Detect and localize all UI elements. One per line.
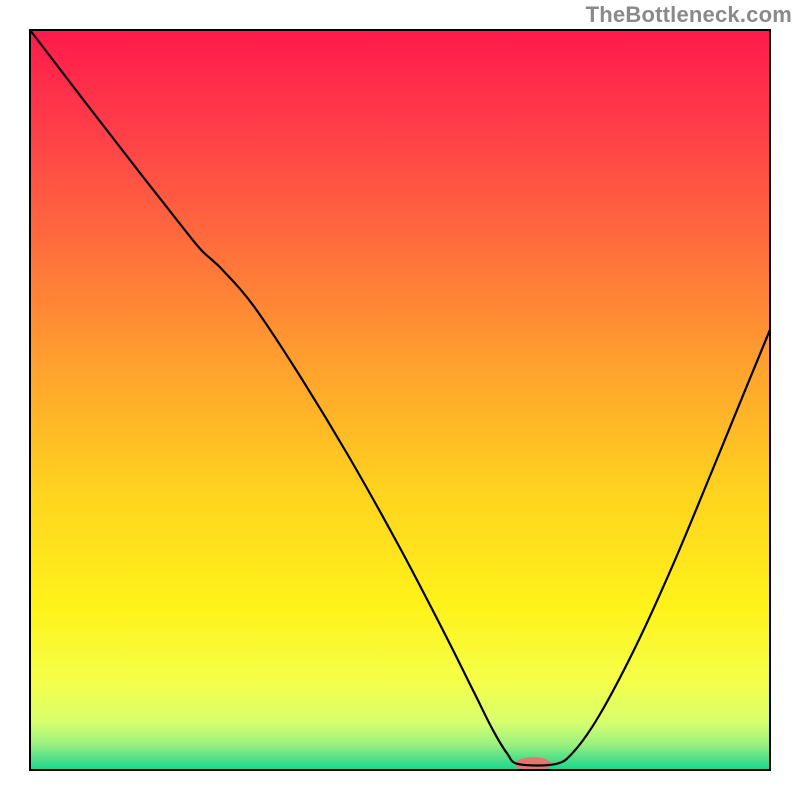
chart-svg — [0, 0, 800, 800]
chart-background — [30, 30, 770, 770]
watermark-text: TheBottleneck.com — [586, 2, 792, 28]
chart-container: TheBottleneck.com — [0, 0, 800, 800]
